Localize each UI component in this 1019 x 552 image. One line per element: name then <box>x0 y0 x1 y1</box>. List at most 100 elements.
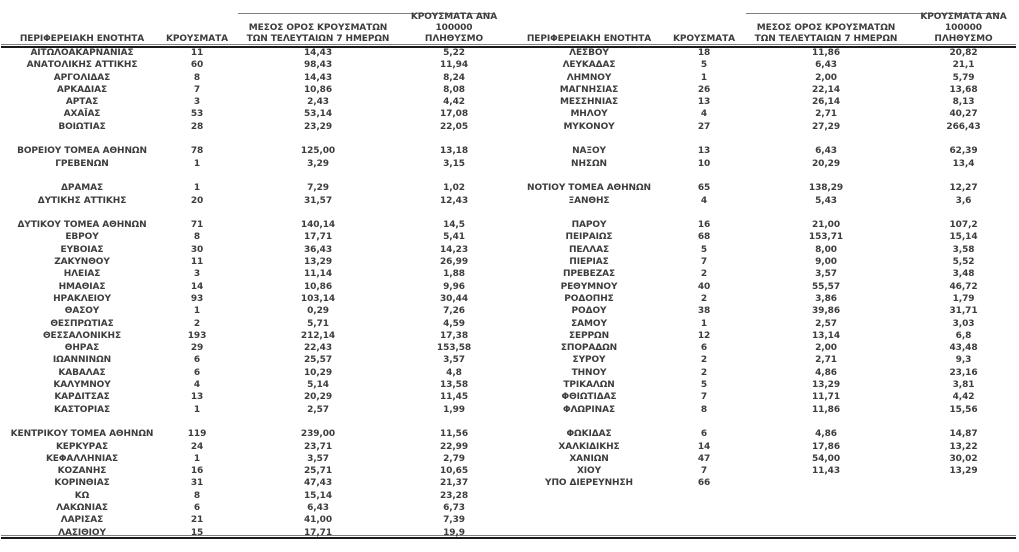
cell-per-100k: 3,48 <box>952 269 975 280</box>
cell-regional-unit: ΚΟΖΑΝΗΣ <box>57 466 107 477</box>
cell-regional-unit: ΔΥΤΙΚΗΣ ΑΤΤΙΚΗΣ <box>37 195 127 206</box>
cell-regional-unit: ΦΩΚΙΔΑΣ <box>566 429 612 440</box>
cell-regional-unit: ΛΗΜΝΟΥ <box>566 72 612 83</box>
cell-avg-7day: 3,29 <box>307 158 329 169</box>
cell-per-100k: 9,3 <box>955 355 972 366</box>
cell-cases: 14 <box>697 441 711 452</box>
table-row: ΛΑΡΙΣΑΣ 21 41,00 7,39 <box>2 514 504 526</box>
cell-regional-unit: ΣΑΜΟΥ <box>571 318 607 329</box>
cell-regional-unit <box>2 416 162 428</box>
cell-avg-7day: 10,86 <box>304 84 332 95</box>
table-body-right: ΛΕΣΒΟΥ 18 11,86 20,82 ΛΕΥΚΑΔΑΣ 5 6,43 21,1 ΛΗΜΝΟ… <box>510 47 1015 490</box>
table-row: ΝΗΣΩΝ 10 20,29 13,4 <box>510 158 1015 170</box>
cell-per-100k: 4,59 <box>443 318 465 329</box>
cell-cases: 4 <box>700 195 708 206</box>
cell-per-100k: 1,79 <box>952 293 975 304</box>
cell-per-100k: 266,43 <box>946 121 981 132</box>
cell-regional-unit <box>510 416 668 428</box>
spacer-row <box>510 207 1015 219</box>
cell-avg-7day: 11,86 <box>812 48 840 58</box>
table-row: ΖΑΚΥΝΘΟΥ 11 13,29 26,99 <box>2 256 504 268</box>
cell-cases: 5 <box>700 244 708 255</box>
table-row: ΚΕΦΑΛΛΗΝΙΑΣ 1 3,57 2,79 <box>2 453 504 465</box>
cell-regional-unit: ΛΑΚΩΝΙΑΣ <box>56 502 108 513</box>
cell-regional-unit: ΔΥΤΙΚΟΥ ΤΟΜΕΑ ΑΘΗΝΩΝ <box>17 220 147 231</box>
cell-per-100k: 11,45 <box>440 392 468 403</box>
cell-regional-unit: ΥΠΟ ΔΙΕΡΕΥΝΗΣΗ <box>545 478 633 489</box>
table-row: ΧΙΟΥ 7 11,43 13,29 <box>510 465 1015 477</box>
cell-per-100k: 43,48 <box>949 343 978 354</box>
cell-cases: 18 <box>697 48 711 58</box>
table-row: ΣΑΜΟΥ 1 2,57 3,03 <box>510 318 1015 330</box>
table-row: ΕΒΡΟΥ 8 17,71 5,41 <box>2 231 504 243</box>
cell-per-100k <box>912 133 1015 145</box>
cell-cases: 1 <box>193 306 201 317</box>
cell-regional-unit: ΚΕΡΚΥΡΑΣ <box>55 441 109 452</box>
cell-per-100k: 3,03 <box>952 318 975 329</box>
table-row: ΚΑΒΑΛΑΣ 6 10,29 4,8 <box>2 367 504 379</box>
cell-regional-unit: ΚΕΝΤΡΙΚΟΥ ΤΟΜΕΑ ΑΘΗΝΩΝ <box>10 429 154 440</box>
cell-avg-7day: 22,14 <box>812 84 840 95</box>
cell-avg-7day: 20,29 <box>812 158 840 169</box>
cell-regional-unit: ΛΕΣΒΟΥ <box>569 48 609 58</box>
table-row: ΛΑΚΩΝΙΑΣ 6 6,43 6,73 <box>2 502 504 514</box>
cell-cases: 20 <box>190 195 204 206</box>
cell-cases: 1 <box>700 318 708 329</box>
cell-cases: 13 <box>190 392 204 403</box>
cell-cases: 78 <box>190 146 204 157</box>
cell-regional-unit: ΙΩΑΝΝΙΝΩΝ <box>52 355 112 366</box>
cell-regional-unit: ΓΡΕΒΕΝΩΝ <box>55 158 109 169</box>
cell-per-100k: 14,5 <box>443 220 465 231</box>
table-row: ΝΑΞΟΥ 13 6,43 62,39 <box>510 145 1015 157</box>
cell-avg-7day: 20,29 <box>304 392 332 403</box>
cell-per-100k: 8,08 <box>443 84 465 95</box>
cell-regional-unit: ΤΗΝΟΥ <box>571 367 607 378</box>
cell-cases: 1 <box>193 183 201 194</box>
cell-avg-7day: 27,29 <box>812 121 840 132</box>
cell-per-100k: 13,22 <box>949 441 978 452</box>
cell-cases: 3 <box>193 269 201 280</box>
table-row: ΜΥΚΟΝΟΥ 27 27,29 266,43 <box>510 121 1015 133</box>
regional-table-right: ΠΕΡΙΦΕΡΕΙΑΚΗ ΕΝΟΤΗΤΑ ΚΡΟΥΣΜΑΤΑ ΜΕΣΟΣ ΟΡΟ… <box>510 12 1015 490</box>
table-row: ΤΡΙΚΑΛΩΝ 5 13,29 3,81 <box>510 379 1015 391</box>
cell-per-100k: 13,18 <box>440 146 468 157</box>
cell-avg-7day <box>740 477 912 489</box>
table-row: ΠΡΕΒΕΖΑΣ 2 3,57 3,48 <box>510 268 1015 280</box>
cell-cases: 60 <box>190 60 204 71</box>
cell-avg-7day <box>232 207 404 219</box>
cell-per-100k <box>404 170 504 182</box>
cell-cases: 4 <box>193 380 201 391</box>
cell-per-100k: 8,24 <box>443 72 465 83</box>
table-row: ΞΑΝΘΗΣ 4 5,43 3,6 <box>510 195 1015 207</box>
cell-cases: 1 <box>193 404 201 415</box>
cell-per-100k: 3,15 <box>443 158 465 169</box>
cell-per-100k: 153,58 <box>436 343 472 354</box>
cell-cases: 38 <box>697 306 711 317</box>
table-row: ΘΑΣΟΥ 1 0,29 7,26 <box>2 305 504 317</box>
header-row: ΠΕΡΙΦΕΡΕΙΑΚΗ ΕΝΟΤΗΤΑ ΚΡΟΥΣΜΑΤΑ ΜΕΣΟΣ ΟΡΟ… <box>2 12 504 47</box>
cell-avg-7day: 22,43 <box>304 343 332 354</box>
cell-regional-unit: ΛΑΣΙΘΙΟΥ <box>58 527 106 538</box>
cell-avg-7day: 13,29 <box>812 380 840 391</box>
cell-avg-7day: 13,14 <box>812 330 840 341</box>
cell-cases: 40 <box>697 281 711 292</box>
col-header-per-100k: ΚΡΟΥΣΜΑΤΑ ΑΝΑ 100000 ΠΛΗΘΥΣΜΟ <box>410 12 498 44</box>
top-border-segment-right <box>746 13 1000 14</box>
cell-avg-7day: 2,71 <box>815 355 837 366</box>
cell-per-100k: 13,29 <box>949 466 978 477</box>
table-row: ΛΗΜΝΟΥ 1 2,00 5,79 <box>510 72 1015 84</box>
cell-cases: 6 <box>193 502 201 513</box>
cell-avg-7day: 3,57 <box>815 269 837 280</box>
cell-avg-7day: 55,57 <box>812 281 840 292</box>
cell-cases: 71 <box>190 220 204 231</box>
header-row: ΠΕΡΙΦΕΡΕΙΑΚΗ ΕΝΟΤΗΤΑ ΚΡΟΥΣΜΑΤΑ ΜΕΣΟΣ ΟΡΟ… <box>510 12 1015 47</box>
cell-regional-unit: ΘΑΣΟΥ <box>64 306 100 317</box>
table-row: ΠΕΙΡΑΙΩΣ 68 153,71 15,14 <box>510 231 1015 243</box>
cell-avg-7day: 53,14 <box>304 109 332 120</box>
cell-regional-unit: ΚΑΣΤΟΡΙΑΣ <box>53 404 111 415</box>
cell-per-100k <box>912 416 1015 428</box>
cell-per-100k: 5,41 <box>443 232 465 243</box>
cell-per-100k: 15,56 <box>949 404 978 415</box>
cell-cases: 2 <box>193 318 201 329</box>
